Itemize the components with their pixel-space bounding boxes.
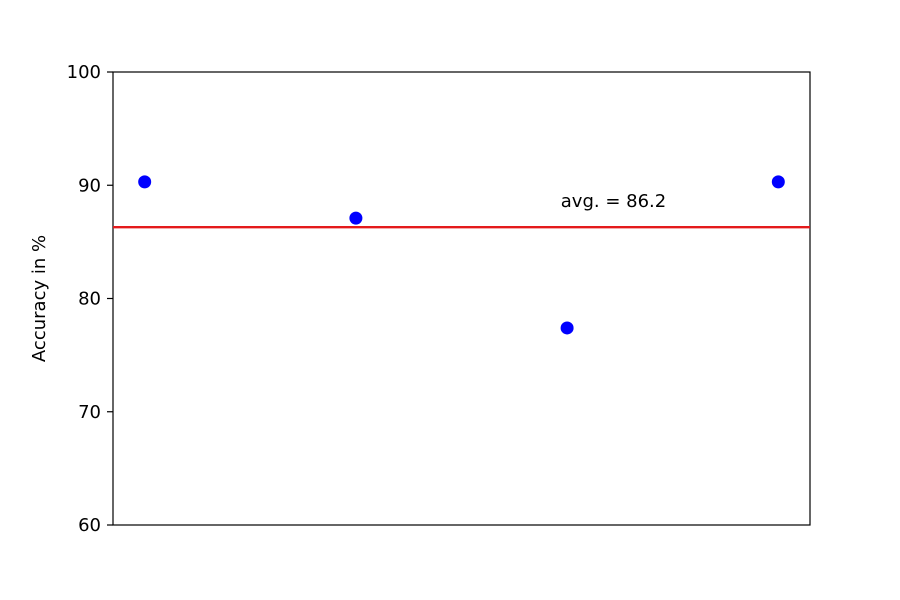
- y-tick-label: 90: [78, 175, 101, 196]
- y-tick-label: 70: [78, 402, 101, 423]
- y-axis: 60 70 80 90 100: [67, 62, 113, 536]
- data-point: [138, 175, 152, 189]
- y-tick-label: 80: [78, 289, 101, 310]
- data-point: [560, 321, 574, 335]
- average-annotation: avg. = 86.2: [561, 191, 666, 212]
- y-tick-label: 60: [78, 515, 101, 536]
- data-point: [349, 211, 363, 225]
- data-point: [771, 175, 785, 189]
- y-tick-label: 100: [67, 62, 101, 83]
- y-axis-title: Accuracy in %: [29, 235, 50, 362]
- data-points: [138, 175, 785, 335]
